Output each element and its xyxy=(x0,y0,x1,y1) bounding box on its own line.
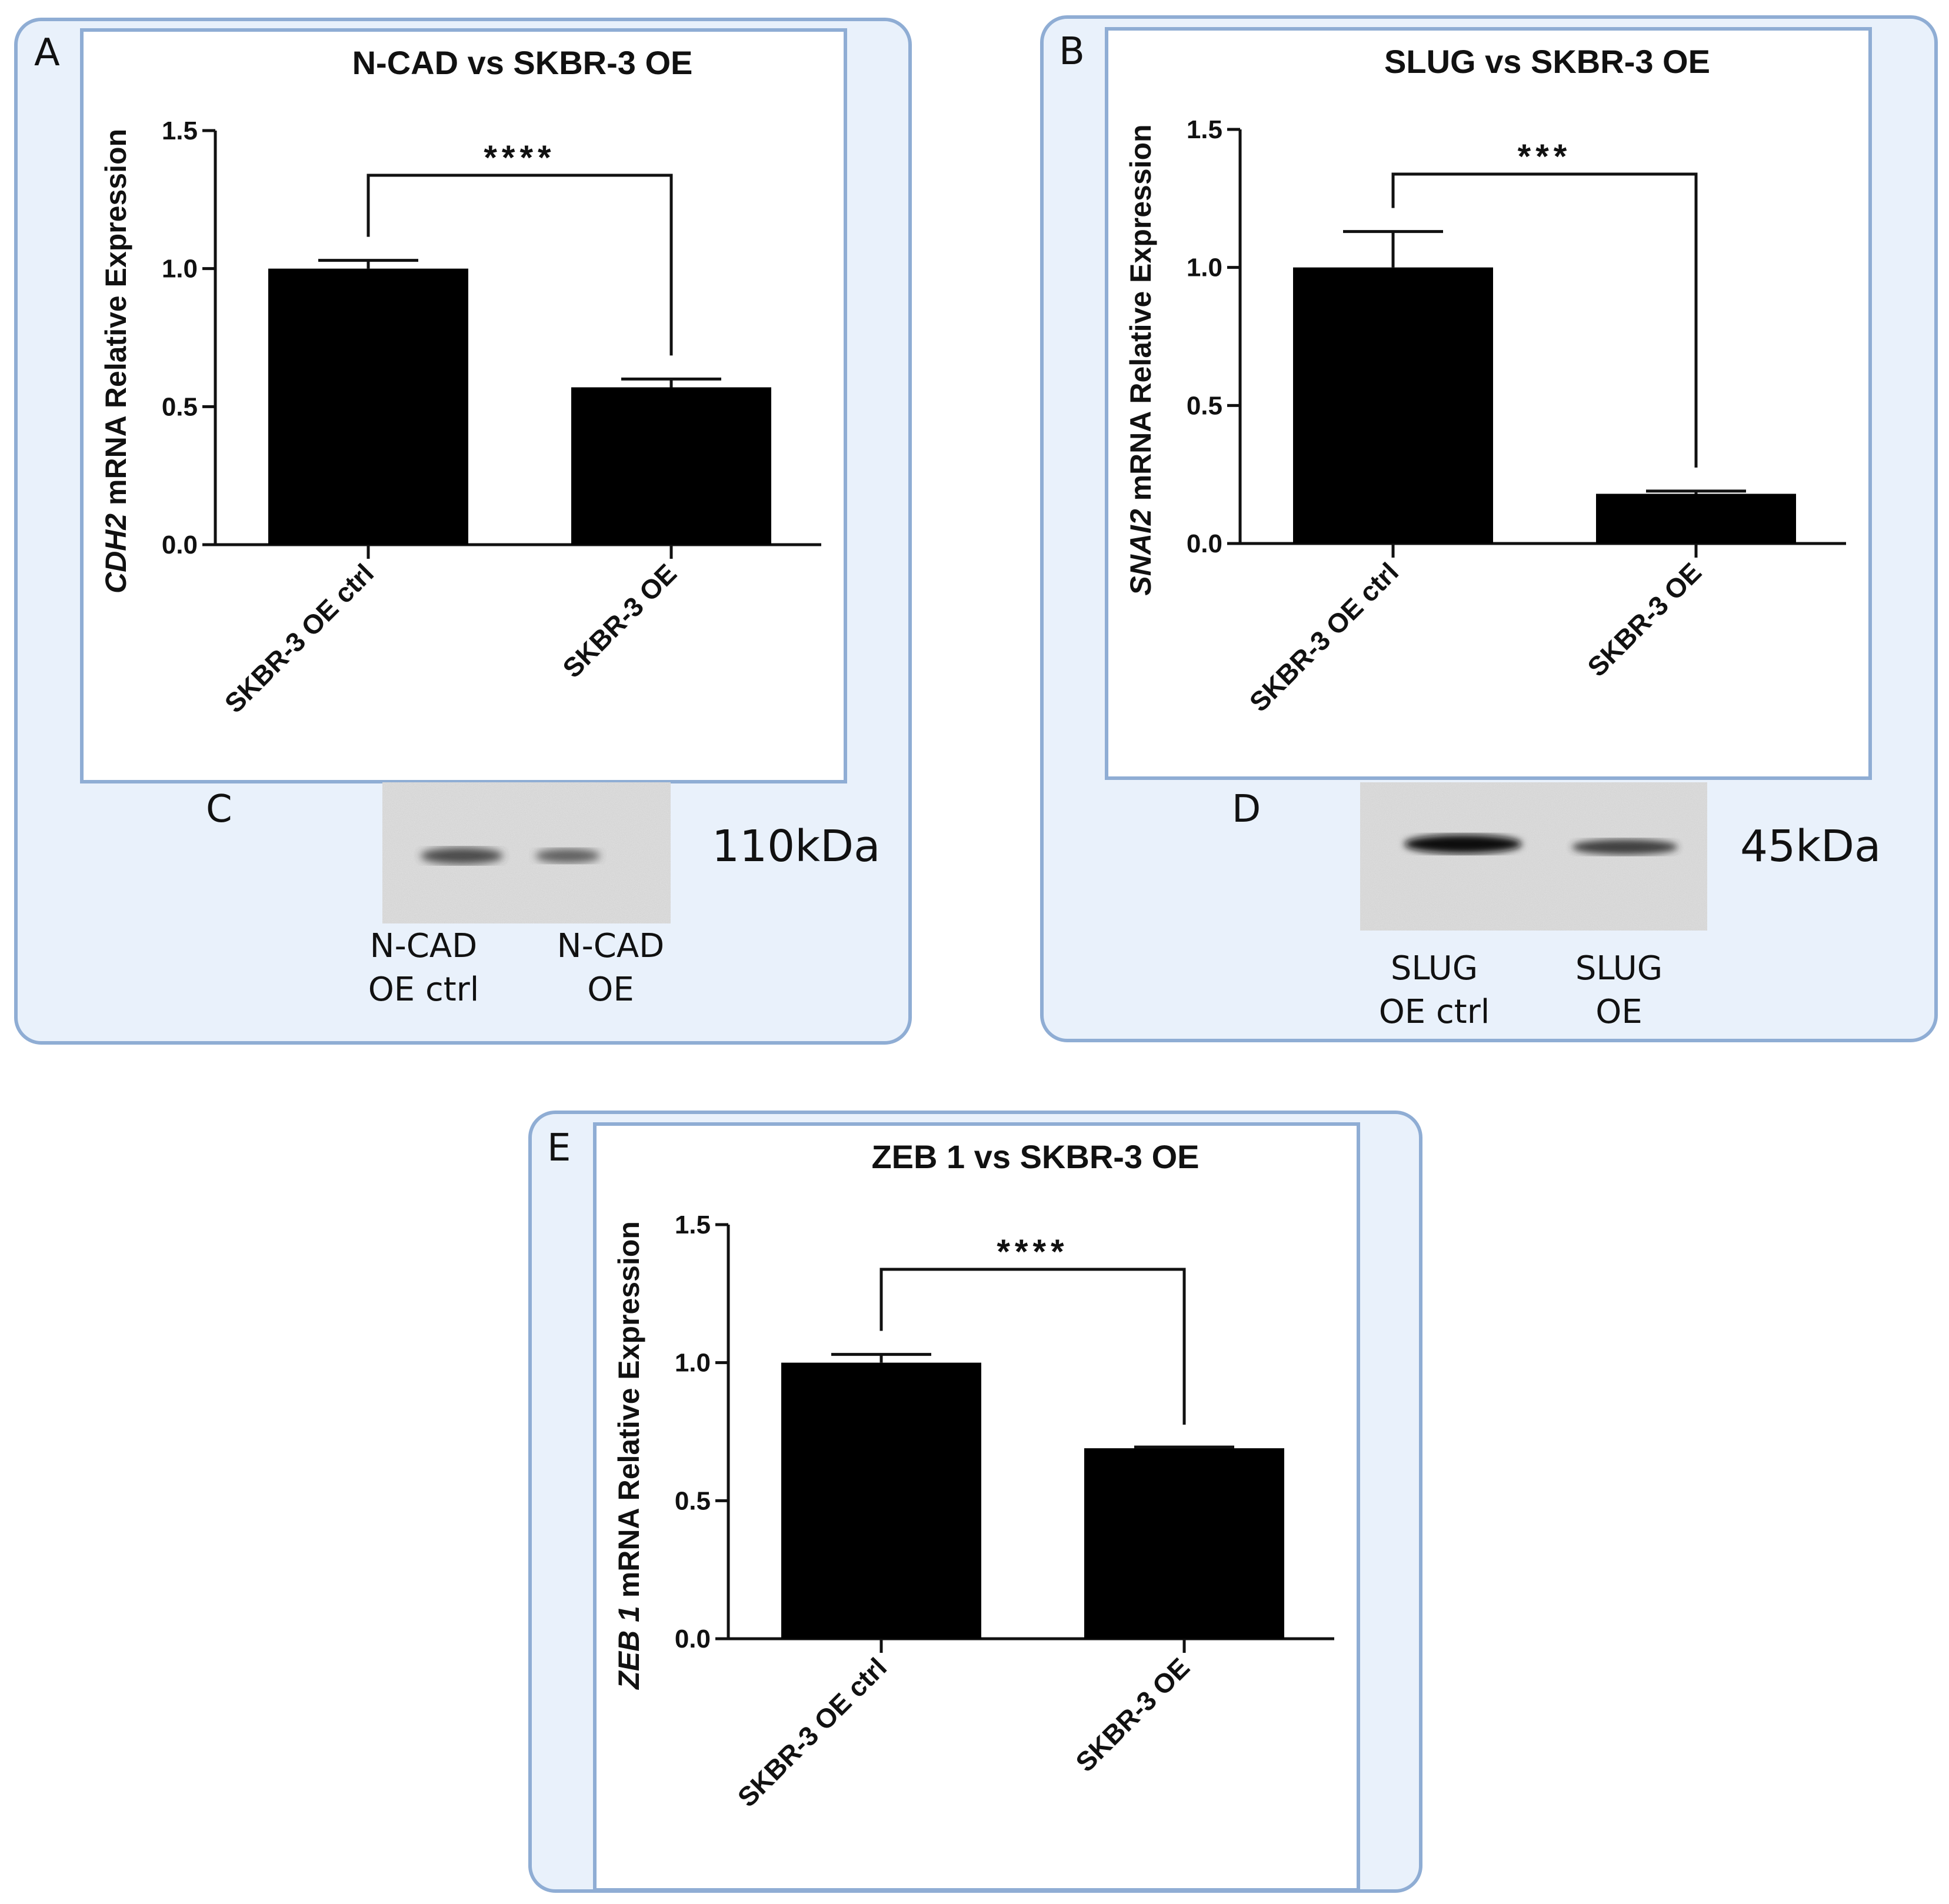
x-tick-label-e-2: SKBR-3 OE xyxy=(1070,1652,1195,1778)
y-axis-label-gene: SNAI2 xyxy=(1124,509,1157,595)
y-tick-label-a: 0.5 xyxy=(162,392,198,421)
western-blot-slug xyxy=(1360,782,1707,931)
x-tick-label-e-1: SKBR-3 OE ctrl xyxy=(732,1652,893,1813)
y-tick-label-a: 0.0 xyxy=(162,531,198,559)
blot-c-lane-label-oe: N-CAD OE xyxy=(557,927,665,1009)
y-tick-label-a: 1.0 xyxy=(162,255,198,284)
y-axis-label-gene: CDH2 xyxy=(99,513,132,593)
bar-b-1 xyxy=(1293,267,1493,543)
y-axis-label-suffix: mRNA Relative Expression xyxy=(99,129,132,513)
chart-title-e: ZEB 1 vs SKBR-3 OE xyxy=(871,1138,1199,1175)
bar-e-1 xyxy=(781,1362,981,1639)
panel-letter-c: C xyxy=(206,788,232,831)
blot-c-molecular-weight: 110kDa xyxy=(712,821,881,872)
panel-letter-e: E xyxy=(547,1126,571,1170)
significance-stars-b: *** xyxy=(1518,138,1572,176)
y-tick-label-e: 0.5 xyxy=(675,1486,711,1515)
x-tick-label-a-2: SKBR-3 OE xyxy=(557,558,682,683)
band-n-cad-oe xyxy=(535,849,600,863)
blot-d-lane-label-oe: SLUG OE xyxy=(1575,949,1663,1031)
chart-e: ZEB 1 vs SKBR-3 OE 0.0 0.5 1.0 1.5 ZEB 1 mRNA… xyxy=(612,1138,1334,1813)
western-blot-n-cad-image xyxy=(382,782,671,923)
western-blot-slug-image xyxy=(1360,782,1707,931)
panel-letter-a: A xyxy=(34,31,60,75)
y-axis-label-a: CDH2 mRNA Relative Expression xyxy=(99,129,132,593)
y-tick-label-b: 0.5 xyxy=(1187,391,1222,420)
y-tick-label-b: 0.0 xyxy=(1187,529,1222,558)
y-axis-label-gene: ZEB 1 xyxy=(612,1606,645,1690)
panel-letter-d: D xyxy=(1232,788,1261,831)
bar-b-2 xyxy=(1596,493,1796,543)
y-tick-label-e: 0.0 xyxy=(675,1625,711,1653)
y-tick-label-b: 1.0 xyxy=(1187,254,1222,282)
chart-b: SLUG vs SKBR-3 OE 0.0 0.5 1.0 1.5 SNAI2 mRNA … xyxy=(1124,43,1846,718)
x-tick-label-b-1: SKBR-3 OE ctrl xyxy=(1244,556,1405,718)
blot-d-lane-label-ctrl: SLUG OE ctrl xyxy=(1378,949,1490,1031)
y-tick-label-a: 1.5 xyxy=(162,116,198,145)
band-n-cad-ctrl xyxy=(421,848,503,864)
significance-bracket-b xyxy=(1391,172,1698,468)
bar-e-2 xyxy=(1084,1448,1284,1639)
bar-a-2 xyxy=(571,387,771,545)
y-axis-label-suffix: mRNA Relative Expression xyxy=(1124,124,1157,509)
chart-a: N-CAD vs SKBR-3 OE 0.0 0.5 1.0 1.5 CDH2 mRNA … xyxy=(99,44,821,719)
chart-title-b: SLUG vs SKBR-3 OE xyxy=(1384,43,1710,80)
y-tick-label-b: 1.5 xyxy=(1187,115,1222,144)
chart-title-a: N-CAD vs SKBR-3 OE xyxy=(352,44,693,81)
y-axis-label-e: ZEB 1 mRNA Relative Expression xyxy=(612,1221,645,1690)
significance-bracket-a xyxy=(367,174,673,356)
y-tick-label-e: 1.0 xyxy=(675,1349,711,1378)
band-slug-ctrl xyxy=(1404,835,1522,853)
x-tick-label-b-2: SKBR-3 OE xyxy=(1581,556,1707,682)
y-axis-label-b: SNAI2 mRNA Relative Expression xyxy=(1124,124,1157,595)
blot-c-lane-label-ctrl: N-CAD OE ctrl xyxy=(368,927,479,1009)
significance-bracket-e xyxy=(879,1268,1186,1425)
significance-stars-a: **** xyxy=(484,139,555,177)
panel-letter-b: B xyxy=(1059,30,1085,74)
band-slug-oe xyxy=(1572,839,1678,855)
bar-a-1 xyxy=(268,268,468,545)
significance-stars-e: **** xyxy=(997,1233,1068,1271)
y-axis-label-suffix: mRNA Relative Expression xyxy=(612,1221,645,1606)
blot-d-molecular-weight: 45kDa xyxy=(1740,821,1881,872)
y-tick-label-e: 1.5 xyxy=(675,1211,711,1239)
western-blot-n-cad xyxy=(382,782,671,923)
x-tick-label-a-1: SKBR-3 OE ctrl xyxy=(219,558,380,719)
